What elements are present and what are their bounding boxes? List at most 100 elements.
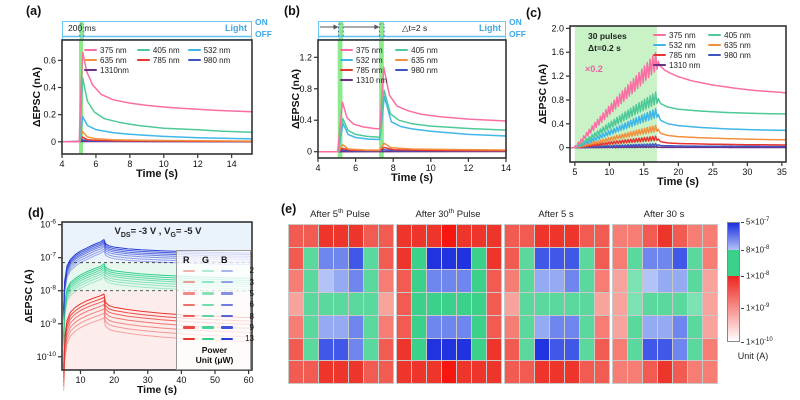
power-value: 2 xyxy=(249,266,254,276)
pulse-width-note-a: 200 ms xyxy=(68,23,96,33)
power-legend-row: 13 xyxy=(183,333,254,344)
heatmap-cell xyxy=(613,225,627,247)
legend-color-dash xyxy=(221,303,233,307)
heatmap-cell xyxy=(535,315,549,338)
heatmap-cell xyxy=(520,338,534,361)
legend-color-dash xyxy=(708,43,722,47)
heatmap-cell xyxy=(580,293,594,315)
heatmap-cell xyxy=(412,247,426,270)
chart-a-plot-area: 4 6 8 10 12 14 0 0.2 0.4 0.6 xyxy=(43,39,253,169)
heatmap-cell xyxy=(688,361,702,383)
power-legend-row: 8 xyxy=(183,310,254,321)
x-tick-label: 4 xyxy=(59,159,64,169)
heatmap-cell xyxy=(427,315,441,338)
heatmap-cell xyxy=(565,225,579,247)
heatmap-cell xyxy=(658,270,672,293)
heatmap-cell xyxy=(379,315,393,338)
x-tick-label: 6 xyxy=(353,163,358,173)
heatmap-cell xyxy=(595,270,609,293)
legend-item-label: 980 nm xyxy=(203,55,231,65)
legend-color-dash xyxy=(84,68,97,72)
heatmap-cell xyxy=(457,338,471,361)
heatmap-cell xyxy=(595,315,609,338)
heatmap-cell xyxy=(643,361,657,383)
heatmap-cell xyxy=(304,338,318,361)
legend-item: 785 nm xyxy=(136,55,180,65)
heatmap-cell xyxy=(334,315,348,338)
heatmap-cell xyxy=(442,361,456,383)
power-legend-row: 2 xyxy=(183,265,254,276)
heatmap-cell xyxy=(349,338,363,361)
heatmap-cell xyxy=(397,247,411,270)
legend-color-dash xyxy=(202,337,214,340)
heatmap-cell xyxy=(688,270,702,293)
heatmap-cell xyxy=(535,293,549,315)
heatmap-cell xyxy=(442,315,456,338)
legend-color-dash xyxy=(183,303,195,307)
heatmap-cell xyxy=(550,338,564,361)
heatmap-4-title: After 30 s xyxy=(612,208,716,220)
legend-item: 405 nm xyxy=(395,46,438,55)
heatmap-cell xyxy=(304,270,318,293)
heatmap-cell xyxy=(580,225,594,247)
legend-color-dash xyxy=(340,68,353,72)
legend-color-dash xyxy=(183,269,195,273)
heatmap-cell xyxy=(580,270,594,293)
heatmap-cell xyxy=(673,361,687,383)
heatmap-cell xyxy=(550,270,564,293)
heatmap-cell xyxy=(703,361,717,383)
heatmap-cell xyxy=(643,270,657,293)
legend-item-label: 405 nm xyxy=(411,45,438,55)
heatmap-cell xyxy=(613,338,627,361)
legend-item-label: 375 nm xyxy=(100,45,127,55)
heatmap-cell xyxy=(595,293,609,315)
heatmap-cell xyxy=(643,338,657,361)
heatmap-cell xyxy=(379,270,393,293)
legend-item-label: 785 nm xyxy=(356,65,383,75)
legend-color-dash xyxy=(653,63,666,67)
heatmap-cell xyxy=(412,270,426,293)
chart-c-svg: 5 10 15 20 25 30 35 0 0.4 0.8 1.2 1.6 2.0 xyxy=(551,23,786,177)
heatmap-cell xyxy=(412,293,426,315)
heatmap-cell xyxy=(397,225,411,247)
pulse-interval-note-c: Δt=0.2 s xyxy=(588,43,621,53)
heatmap-cell xyxy=(520,361,534,383)
heatmap-after-30th-pulse xyxy=(396,224,502,384)
vds-subscript: DS xyxy=(120,231,131,239)
x-tick-label: 20 xyxy=(109,375,119,385)
heatmap-cell xyxy=(319,293,333,315)
legend-item-label: 785 nm xyxy=(152,55,180,65)
heatmap-cell xyxy=(364,315,378,338)
heatmap-cell xyxy=(628,338,642,361)
heatmap-cell xyxy=(658,247,672,270)
legend-color-dash xyxy=(653,43,666,47)
heatmap-cell xyxy=(364,247,378,270)
legend-color-dash xyxy=(340,58,353,62)
legend-color-dash xyxy=(84,58,97,62)
legend-color-dash xyxy=(187,48,201,52)
colorbar-tick-label: 1×10-9 xyxy=(746,303,770,314)
legend-item: 980 nm xyxy=(395,66,438,75)
legend-column-label: R xyxy=(183,254,190,265)
heatmap-cell xyxy=(289,225,303,247)
heatmap-cell xyxy=(535,361,549,383)
pulse-count-note-c: 30 pulses xyxy=(588,31,627,41)
legend-color-dash xyxy=(340,78,353,82)
chart-b-svg: 4 6 8 10 12 14 0 0.4 0.8 1.2 xyxy=(299,39,511,173)
heatmap-cell xyxy=(457,270,471,293)
heatmap-cell xyxy=(427,293,441,315)
legend-item: 405 nm xyxy=(136,46,180,55)
heatmap-cell xyxy=(319,247,333,270)
chart-a-legend: 375 nm 405 nm 532 nm 635 nm 785 nm 980 nm 1310… xyxy=(84,45,230,75)
heatmap-cell xyxy=(412,225,426,247)
heatmap-cell xyxy=(505,361,519,383)
chart-c-plot-area: 5 10 15 20 25 30 35 0 0.4 0.8 1.2 1.6 2.0 xyxy=(551,23,786,177)
heatmap-cell xyxy=(442,338,456,361)
heatmap-cell xyxy=(349,225,363,247)
heatmap-cell xyxy=(289,315,303,338)
x-tick-label: 10 xyxy=(604,167,614,177)
heatmap-cell xyxy=(334,361,348,383)
heatmap-cell xyxy=(334,247,348,270)
heatmap-cell xyxy=(643,293,657,315)
legend-item: 375 nm xyxy=(653,31,700,40)
